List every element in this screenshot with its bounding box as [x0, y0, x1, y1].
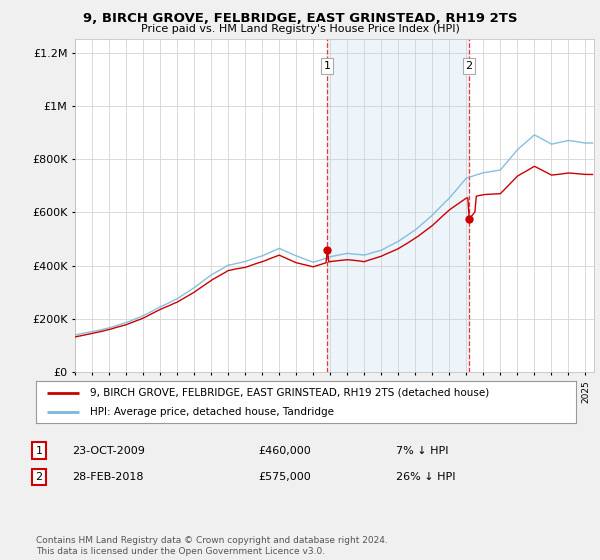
Text: 26% ↓ HPI: 26% ↓ HPI [396, 472, 455, 482]
Text: £575,000: £575,000 [258, 472, 311, 482]
Text: Contains HM Land Registry data © Crown copyright and database right 2024.
This d: Contains HM Land Registry data © Crown c… [36, 536, 388, 556]
Bar [327, 39, 469, 372]
Text: 2: 2 [35, 472, 43, 482]
Text: 2: 2 [466, 61, 473, 71]
Text: £460,000: £460,000 [258, 446, 311, 456]
Text: 23-OCT-2009: 23-OCT-2009 [72, 446, 145, 456]
Text: 1: 1 [35, 446, 43, 456]
Text: 9, BIRCH GROVE, FELBRIDGE, EAST GRINSTEAD, RH19 2TS (detached house): 9, BIRCH GROVE, FELBRIDGE, EAST GRINSTEA… [90, 388, 489, 398]
Text: 9, BIRCH GROVE, FELBRIDGE, EAST GRINSTEAD, RH19 2TS: 9, BIRCH GROVE, FELBRIDGE, EAST GRINSTEA… [83, 12, 517, 25]
Text: HPI: Average price, detached house, Tandridge: HPI: Average price, detached house, Tand… [90, 407, 334, 417]
Text: 7% ↓ HPI: 7% ↓ HPI [396, 446, 448, 456]
Text: Price paid vs. HM Land Registry's House Price Index (HPI): Price paid vs. HM Land Registry's House … [140, 24, 460, 34]
Text: 28-FEB-2018: 28-FEB-2018 [72, 472, 143, 482]
Text: 1: 1 [323, 61, 331, 71]
